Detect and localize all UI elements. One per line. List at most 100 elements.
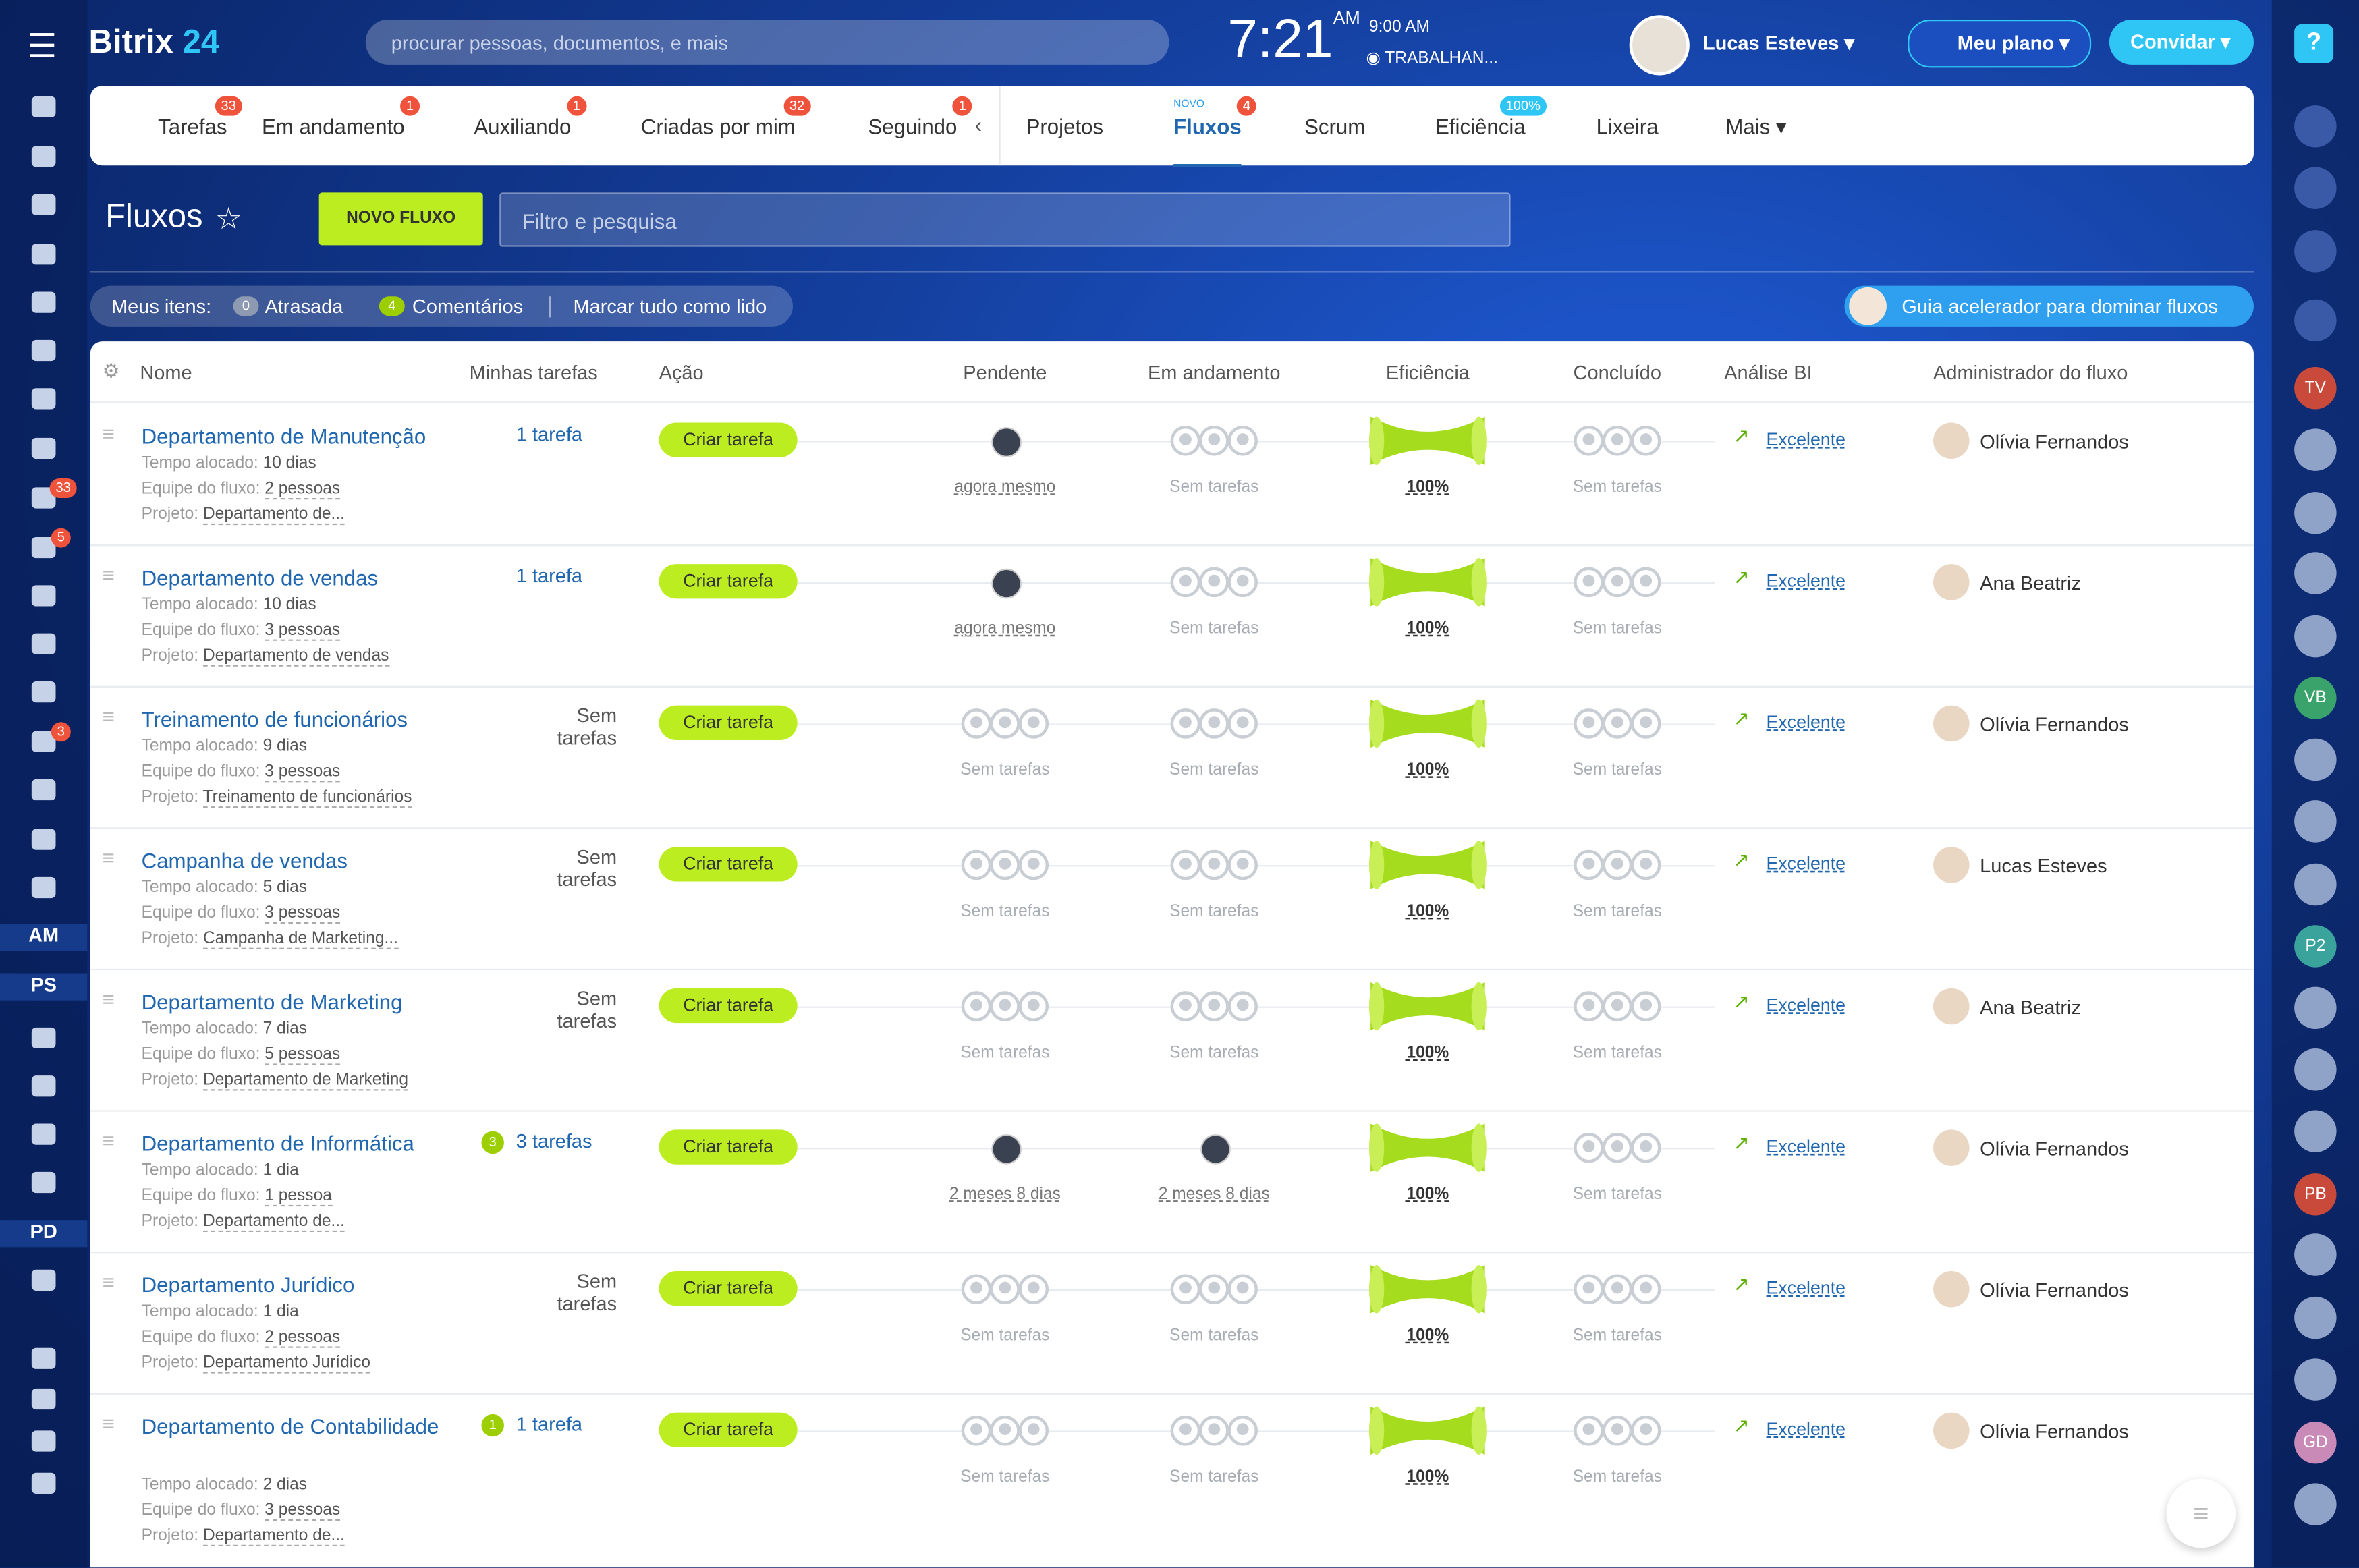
tab[interactable]: Criadas por mim 32 [641,96,811,138]
create-task-button[interactable]: Criar tarefa [659,988,798,1024]
field-value[interactable]: 5 pessoas [265,1045,341,1065]
sidebar-icon[interactable] [31,681,56,703]
right-avatar[interactable] [2294,1358,2337,1401]
right-avatar[interactable] [2294,552,2337,594]
field-value[interactable]: 2 pessoas [265,1328,341,1348]
create-task-button[interactable]: Criar tarefa [659,564,798,599]
tab[interactable]: Tarefas 33 [158,96,242,138]
drag-handle[interactable]: ≡ [102,1269,115,1294]
admin-avatar[interactable] [1933,1412,1970,1449]
right-avatar[interactable] [2294,738,2337,781]
flow-name[interactable]: Departamento de Manutenção [141,424,426,449]
bi-rating[interactable]: Excelente [1766,994,1846,1015]
drag-handle[interactable]: ≡ [102,704,115,729]
admin-avatar[interactable] [1933,564,1970,600]
status[interactable]: ◉ TRABALHAN... [1366,49,1498,68]
right-avatar[interactable] [2294,299,2337,342]
right-avatar[interactable]: PB [2294,1173,2337,1216]
tab[interactable]: Eficiência 100% [1435,96,1547,138]
my-tasks[interactable]: 1 tarefa [516,1412,583,1436]
flow-name[interactable]: Departamento Jurídico [141,1272,355,1297]
column-header[interactable]: Ação [659,361,704,384]
admin-avatar[interactable] [1933,1271,1970,1308]
efficiency-value[interactable]: 100% [1406,619,1449,638]
sidebar-icon[interactable] [31,146,56,167]
guide-button[interactable]: Guia acelerador para dominar fluxos [1844,285,2254,327]
sidebar-icon[interactable] [31,1075,56,1097]
avatar[interactable] [991,427,1022,457]
right-avatar[interactable]: VB [2294,677,2337,719]
efficiency-value[interactable]: 100% [1406,1044,1449,1063]
efficiency-value[interactable]: 100% [1406,1185,1449,1204]
right-avatar[interactable]: P2 [2294,925,2337,968]
flow-name[interactable]: Departamento de Contabilidade [141,1413,439,1438]
right-avatar[interactable] [2294,428,2337,471]
efficiency-value[interactable]: 100% [1406,761,1449,779]
admin-avatar[interactable] [1933,422,1970,459]
pending-text[interactable]: agora mesmo [954,619,1056,638]
sidebar-icon[interactable] [31,1269,56,1291]
field-value[interactable]: Treinamento de funcionários [202,788,412,808]
tab[interactable]: Lixeira [1597,114,1659,138]
my-tasks[interactable]: 3 tarefas [516,1129,592,1152]
field-value[interactable]: Departamento de Marketing [202,1071,408,1091]
efficiency-value[interactable]: 100% [1406,902,1449,921]
tab[interactable]: Em andamento 1 [262,96,420,138]
admin-avatar[interactable] [1933,988,1970,1025]
tab[interactable]: Fluxos 4 NOVO [1173,96,1256,167]
admin-avatar[interactable] [1933,705,1970,742]
admin-name[interactable]: Ana Beatriz [1980,571,2081,594]
right-avatar[interactable] [2294,1483,2337,1525]
create-task-button[interactable]: Criar tarefa [659,1412,798,1447]
flow-name[interactable]: Departamento de Marketing [141,990,403,1014]
drag-handle[interactable]: ≡ [102,562,115,587]
right-avatar[interactable] [2294,1233,2337,1276]
avatar[interactable] [1200,1134,1231,1165]
field-value[interactable]: 3 pessoas [265,621,341,641]
flow-name[interactable]: Departamento de vendas [141,565,379,590]
comments-filter[interactable]: Comentários [412,295,524,318]
sidebar-icon[interactable] [31,779,56,801]
filter-box[interactable]: Filtro e pesquisa [499,192,1511,247]
field-value[interactable]: 2 pessoas [265,480,341,500]
efficiency-value[interactable]: 100% [1406,1468,1449,1486]
sidebar-icon[interactable] [31,876,56,899]
field-value[interactable]: Departamento de... [202,505,345,526]
column-header[interactable]: Nome [140,361,192,384]
bi-rating[interactable]: Excelente [1766,1418,1846,1440]
sidebar-item[interactable]: PD [0,1220,88,1248]
sidebar-icon[interactable] [31,1027,56,1049]
right-avatar[interactable]: GD [2294,1421,2337,1464]
sidebar-icon[interactable] [31,339,56,362]
bi-rating[interactable]: Excelente [1766,570,1846,592]
tab[interactable]: Seguindo 1 [868,96,972,138]
mark-read[interactable]: Marcar tudo como lido [573,295,767,318]
pending-text[interactable]: 2 meses 8 dias [949,1185,1061,1204]
sidebar-icon[interactable] [31,1472,56,1494]
sidebar-icon[interactable] [31,291,56,313]
admin-avatar[interactable] [1933,847,1970,883]
admin-name[interactable]: Ana Beatriz [1980,995,2081,1019]
right-avatar[interactable] [2294,1296,2337,1339]
admin-name[interactable]: Olívia Fernandos [1980,1279,2129,1301]
column-header[interactable]: Análise BI [1724,361,1812,384]
right-avatar[interactable]: TV [2294,367,2337,410]
right-avatar[interactable] [2294,105,2337,148]
column-header[interactable]: Concluído [1573,361,1662,384]
sidebar-icon[interactable] [31,1171,56,1194]
drag-handle[interactable]: ≡ [102,1128,115,1152]
admin-name[interactable]: Olívia Fernandos [1980,1137,2129,1160]
menu-button[interactable] [30,33,55,57]
sidebar-icon[interactable] [31,829,56,850]
sidebar-icon[interactable] [31,1123,56,1145]
efficiency-value[interactable]: 100% [1406,1326,1449,1345]
sidebar-item[interactable]: AM [0,923,88,951]
plan-button[interactable]: Meu plano ▾ [1908,19,2092,68]
bi-rating[interactable]: Excelente [1766,853,1846,874]
avatar[interactable] [991,1134,1022,1165]
admin-name[interactable]: Olívia Fernandos [1980,1420,2129,1443]
flow-name[interactable]: Campanha de vendas [141,848,348,873]
create-task-button[interactable]: Criar tarefa [659,1271,798,1306]
bi-rating[interactable]: Excelente [1766,711,1846,733]
my-tasks[interactable]: 1 tarefa [516,422,583,445]
